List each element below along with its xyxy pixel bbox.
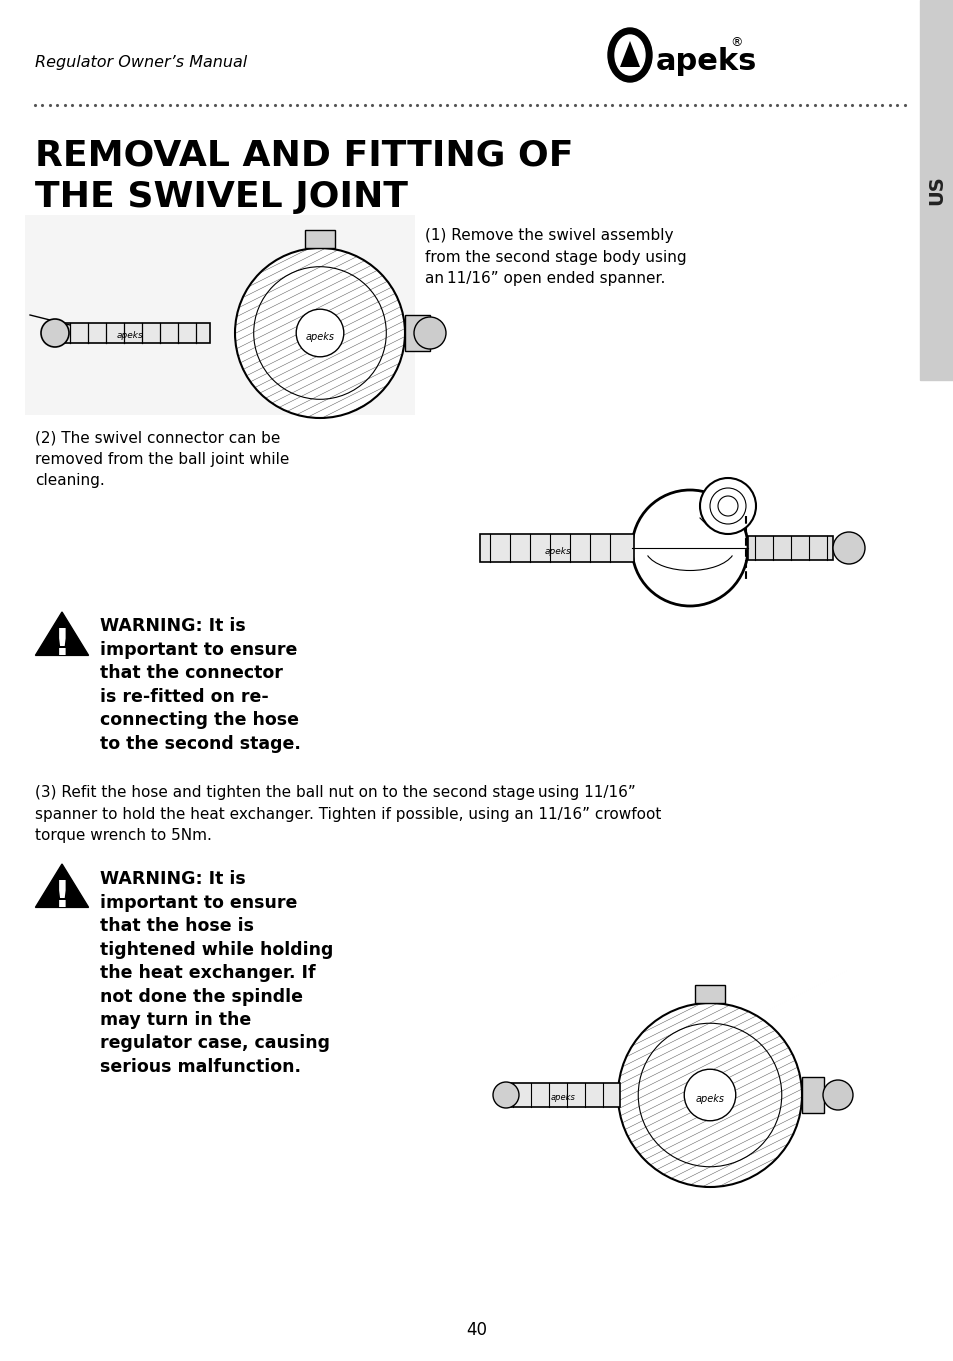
Text: that the connector: that the connector (100, 664, 283, 682)
Text: is re-fitted on re-: is re-fitted on re- (100, 687, 269, 705)
Text: !: ! (53, 626, 71, 663)
Text: THE SWIVEL JOINT: THE SWIVEL JOINT (35, 180, 408, 214)
Text: not done the spindle: not done the spindle (100, 988, 303, 1006)
Bar (801, 1077, 823, 1113)
Polygon shape (619, 41, 639, 67)
Text: apeks: apeks (656, 46, 757, 75)
Text: apeks: apeks (116, 331, 143, 339)
Text: may turn in the: may turn in the (100, 1011, 251, 1029)
Circle shape (683, 1070, 735, 1120)
Bar (479, 534, 634, 562)
Bar (919, 0, 953, 380)
Text: Regulator Owner’s Manual: Regulator Owner’s Manual (35, 54, 247, 69)
Text: WARNING: It is: WARNING: It is (100, 870, 246, 887)
Text: connecting the hose: connecting the hose (100, 710, 298, 729)
Text: apeks: apeks (544, 547, 571, 555)
Bar (405, 314, 430, 351)
Circle shape (822, 1081, 852, 1111)
Text: (1) Remove the swivel assembly
from the second stage body using
an 11/16” open e: (1) Remove the swivel assembly from the … (424, 229, 686, 286)
Text: tightened while holding: tightened while holding (100, 940, 333, 958)
Text: regulator case, causing: regulator case, causing (100, 1034, 330, 1052)
Text: (2) The swivel connector can be
removed from the ball joint while
cleaning.: (2) The swivel connector can be removed … (35, 430, 289, 489)
Circle shape (414, 317, 446, 348)
Text: important to ensure: important to ensure (100, 894, 297, 912)
Circle shape (234, 248, 405, 418)
Bar (305, 230, 335, 248)
Bar (747, 536, 832, 559)
Circle shape (631, 490, 747, 606)
Text: REMOVAL AND FITTING OF: REMOVAL AND FITTING OF (35, 137, 573, 171)
Text: apeks: apeks (695, 1094, 723, 1104)
Circle shape (700, 478, 755, 534)
Text: ®: ® (729, 37, 741, 49)
Text: 40: 40 (466, 1322, 487, 1339)
Text: that the hose is: that the hose is (100, 917, 253, 935)
Circle shape (832, 532, 864, 563)
Ellipse shape (607, 29, 651, 82)
Circle shape (618, 1003, 801, 1187)
Polygon shape (35, 612, 89, 656)
Text: WARNING: It is: WARNING: It is (100, 617, 246, 636)
Bar (695, 985, 724, 1003)
Polygon shape (35, 864, 89, 908)
Text: important to ensure: important to ensure (100, 641, 297, 659)
Text: apeks: apeks (305, 332, 335, 342)
Text: serious malfunction.: serious malfunction. (100, 1057, 301, 1077)
Ellipse shape (615, 35, 644, 75)
Text: the heat exchanger. If: the heat exchanger. If (100, 964, 315, 983)
Circle shape (41, 318, 69, 347)
Text: to the second stage.: to the second stage. (100, 735, 300, 753)
Bar (60, 323, 210, 343)
Circle shape (493, 1082, 518, 1108)
Text: apeks: apeks (550, 1093, 575, 1102)
Text: !: ! (53, 878, 71, 915)
FancyBboxPatch shape (25, 215, 415, 415)
Bar (507, 1083, 619, 1106)
Text: US: US (926, 176, 945, 206)
Circle shape (295, 309, 343, 357)
Text: (3) Refit the hose and tighten the ball nut on to the second stage using 11/16”
: (3) Refit the hose and tighten the ball … (35, 785, 660, 844)
